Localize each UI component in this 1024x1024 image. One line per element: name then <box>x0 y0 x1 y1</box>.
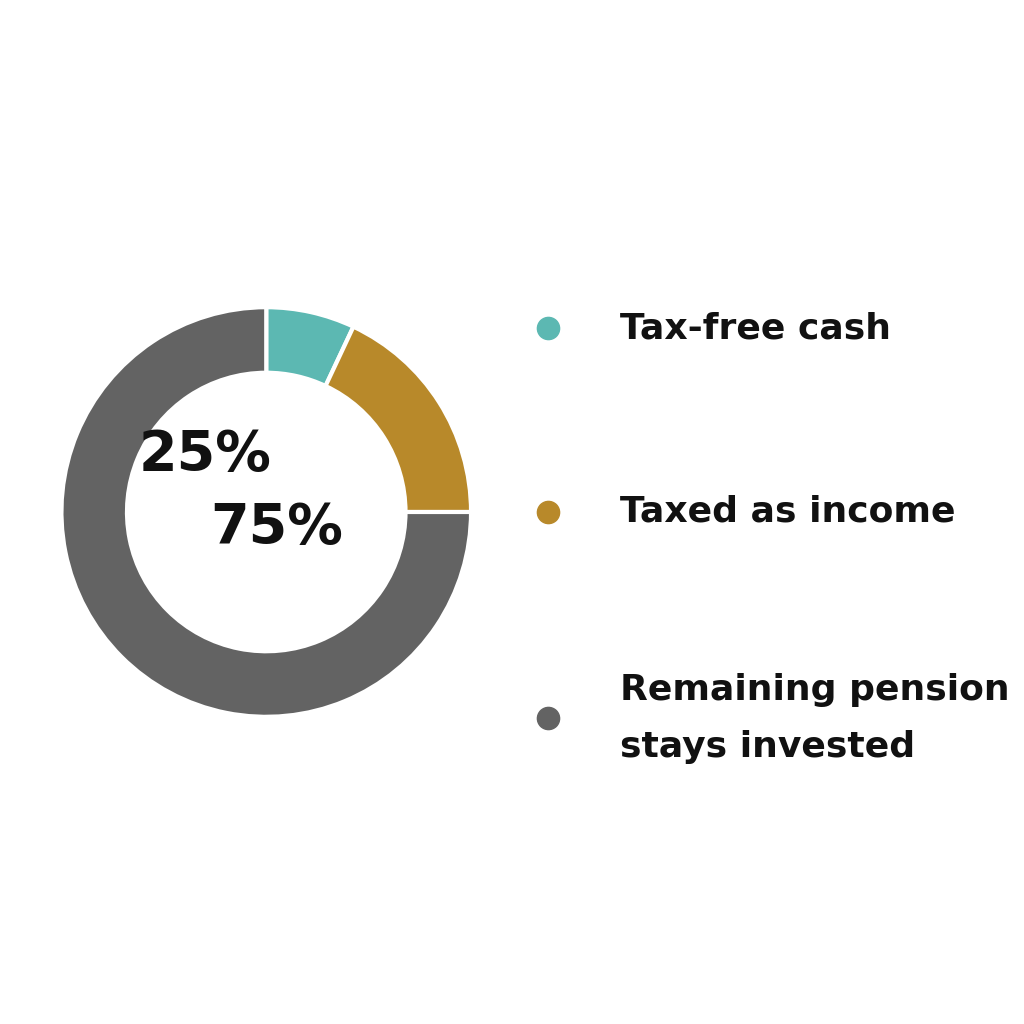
Wedge shape <box>266 307 353 386</box>
Text: Taxed as income: Taxed as income <box>620 495 955 529</box>
Wedge shape <box>61 307 471 717</box>
Text: Remaining pension: Remaining pension <box>620 673 1009 707</box>
Text: 75%: 75% <box>210 502 343 555</box>
Text: Tax-free cash: Tax-free cash <box>620 311 891 345</box>
Wedge shape <box>326 327 471 512</box>
Text: 25%: 25% <box>138 428 271 481</box>
Text: stays invested: stays invested <box>620 730 914 764</box>
